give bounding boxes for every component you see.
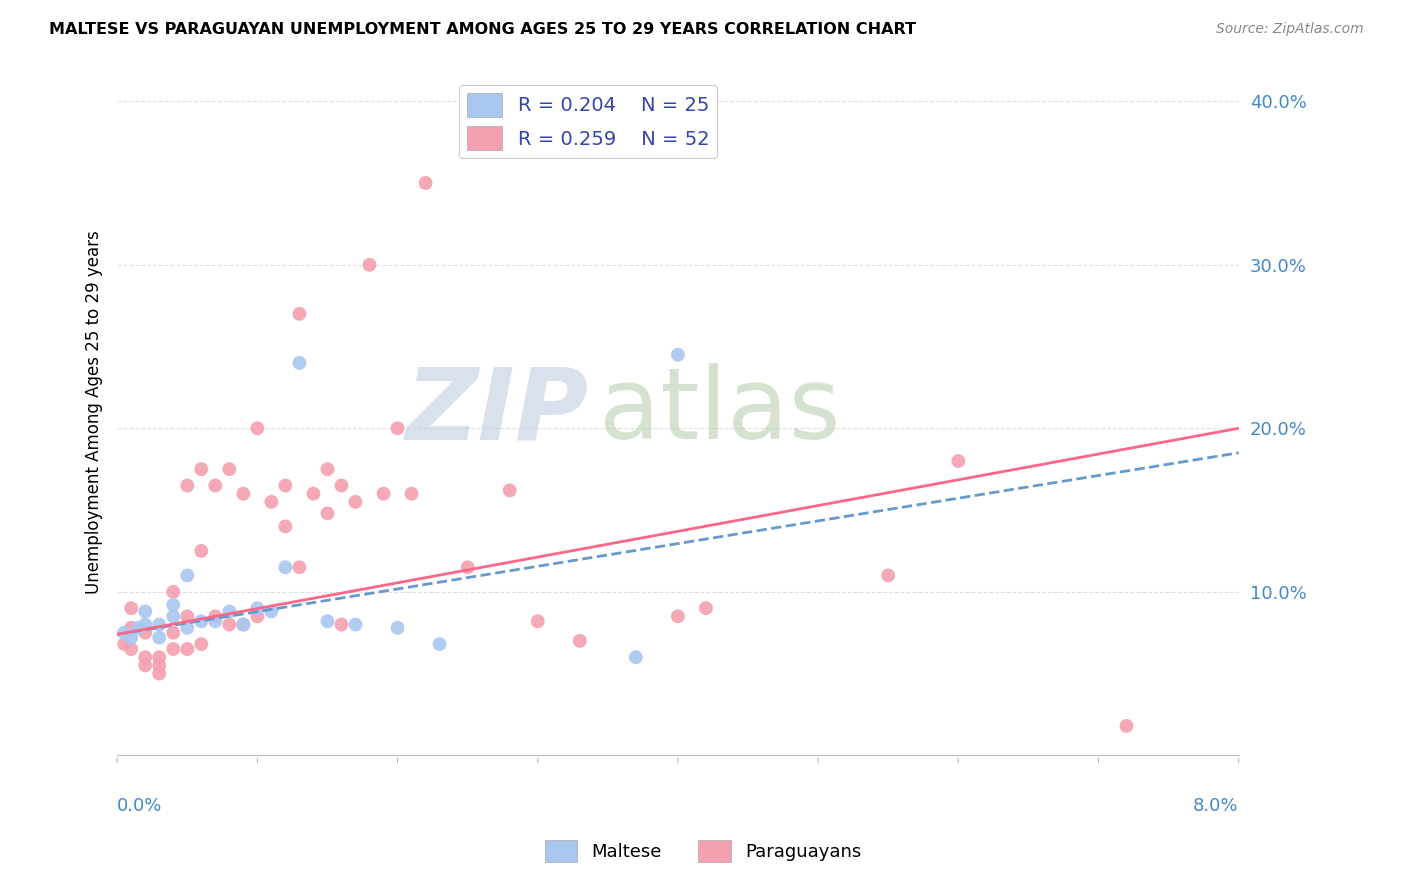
- Point: [948, 454, 970, 468]
- Point: [526, 614, 548, 628]
- Point: [162, 584, 184, 599]
- Text: 0.0%: 0.0%: [117, 797, 163, 814]
- Point: [204, 478, 226, 492]
- Point: [387, 621, 409, 635]
- Point: [134, 604, 156, 618]
- Point: [274, 519, 297, 533]
- Text: Source: ZipAtlas.com: Source: ZipAtlas.com: [1216, 22, 1364, 37]
- Point: [148, 666, 170, 681]
- Point: [162, 625, 184, 640]
- Point: [415, 176, 437, 190]
- Point: [288, 560, 311, 574]
- Point: [148, 617, 170, 632]
- Y-axis label: Unemployment Among Ages 25 to 29 years: Unemployment Among Ages 25 to 29 years: [86, 230, 103, 594]
- Point: [302, 486, 325, 500]
- Point: [148, 658, 170, 673]
- Point: [120, 631, 142, 645]
- Point: [401, 486, 423, 500]
- Point: [190, 637, 212, 651]
- Text: ZIP: ZIP: [405, 363, 588, 460]
- Point: [190, 462, 212, 476]
- Point: [232, 486, 254, 500]
- Point: [190, 614, 212, 628]
- Point: [162, 642, 184, 657]
- Point: [344, 495, 367, 509]
- Point: [176, 642, 198, 657]
- Point: [274, 560, 297, 574]
- Point: [218, 617, 240, 632]
- Point: [666, 348, 689, 362]
- Point: [204, 614, 226, 628]
- Legend: Maltese, Paraguayans: Maltese, Paraguayans: [537, 833, 869, 870]
- Point: [387, 421, 409, 435]
- Point: [1115, 719, 1137, 733]
- Point: [568, 633, 591, 648]
- Point: [666, 609, 689, 624]
- Point: [344, 617, 367, 632]
- Point: [134, 617, 156, 632]
- Point: [877, 568, 900, 582]
- Point: [204, 609, 226, 624]
- Point: [232, 617, 254, 632]
- Point: [288, 307, 311, 321]
- Point: [162, 609, 184, 624]
- Point: [176, 568, 198, 582]
- Point: [120, 621, 142, 635]
- Point: [499, 483, 522, 498]
- Point: [695, 601, 717, 615]
- Legend: R = 0.204    N = 25, R = 0.259    N = 52: R = 0.204 N = 25, R = 0.259 N = 52: [460, 85, 717, 158]
- Point: [274, 478, 297, 492]
- Point: [330, 617, 353, 632]
- Text: MALTESE VS PARAGUAYAN UNEMPLOYMENT AMONG AGES 25 TO 29 YEARS CORRELATION CHART: MALTESE VS PARAGUAYAN UNEMPLOYMENT AMONG…: [49, 22, 917, 37]
- Point: [148, 650, 170, 665]
- Point: [127, 621, 149, 635]
- Point: [246, 609, 269, 624]
- Point: [288, 356, 311, 370]
- Point: [232, 617, 254, 632]
- Point: [120, 601, 142, 615]
- Point: [429, 637, 451, 651]
- Point: [246, 601, 269, 615]
- Point: [134, 625, 156, 640]
- Point: [176, 478, 198, 492]
- Point: [218, 604, 240, 618]
- Point: [246, 421, 269, 435]
- Point: [218, 462, 240, 476]
- Point: [260, 495, 283, 509]
- Point: [134, 650, 156, 665]
- Point: [373, 486, 395, 500]
- Point: [148, 631, 170, 645]
- Point: [120, 642, 142, 657]
- Point: [316, 462, 339, 476]
- Point: [457, 560, 479, 574]
- Point: [190, 544, 212, 558]
- Point: [330, 478, 353, 492]
- Point: [112, 637, 135, 651]
- Point: [134, 658, 156, 673]
- Text: 8.0%: 8.0%: [1194, 797, 1239, 814]
- Point: [176, 621, 198, 635]
- Point: [176, 609, 198, 624]
- Point: [624, 650, 647, 665]
- Point: [162, 598, 184, 612]
- Point: [112, 625, 135, 640]
- Point: [316, 506, 339, 520]
- Text: atlas: atlas: [599, 363, 841, 460]
- Point: [316, 614, 339, 628]
- Point: [260, 604, 283, 618]
- Point: [359, 258, 381, 272]
